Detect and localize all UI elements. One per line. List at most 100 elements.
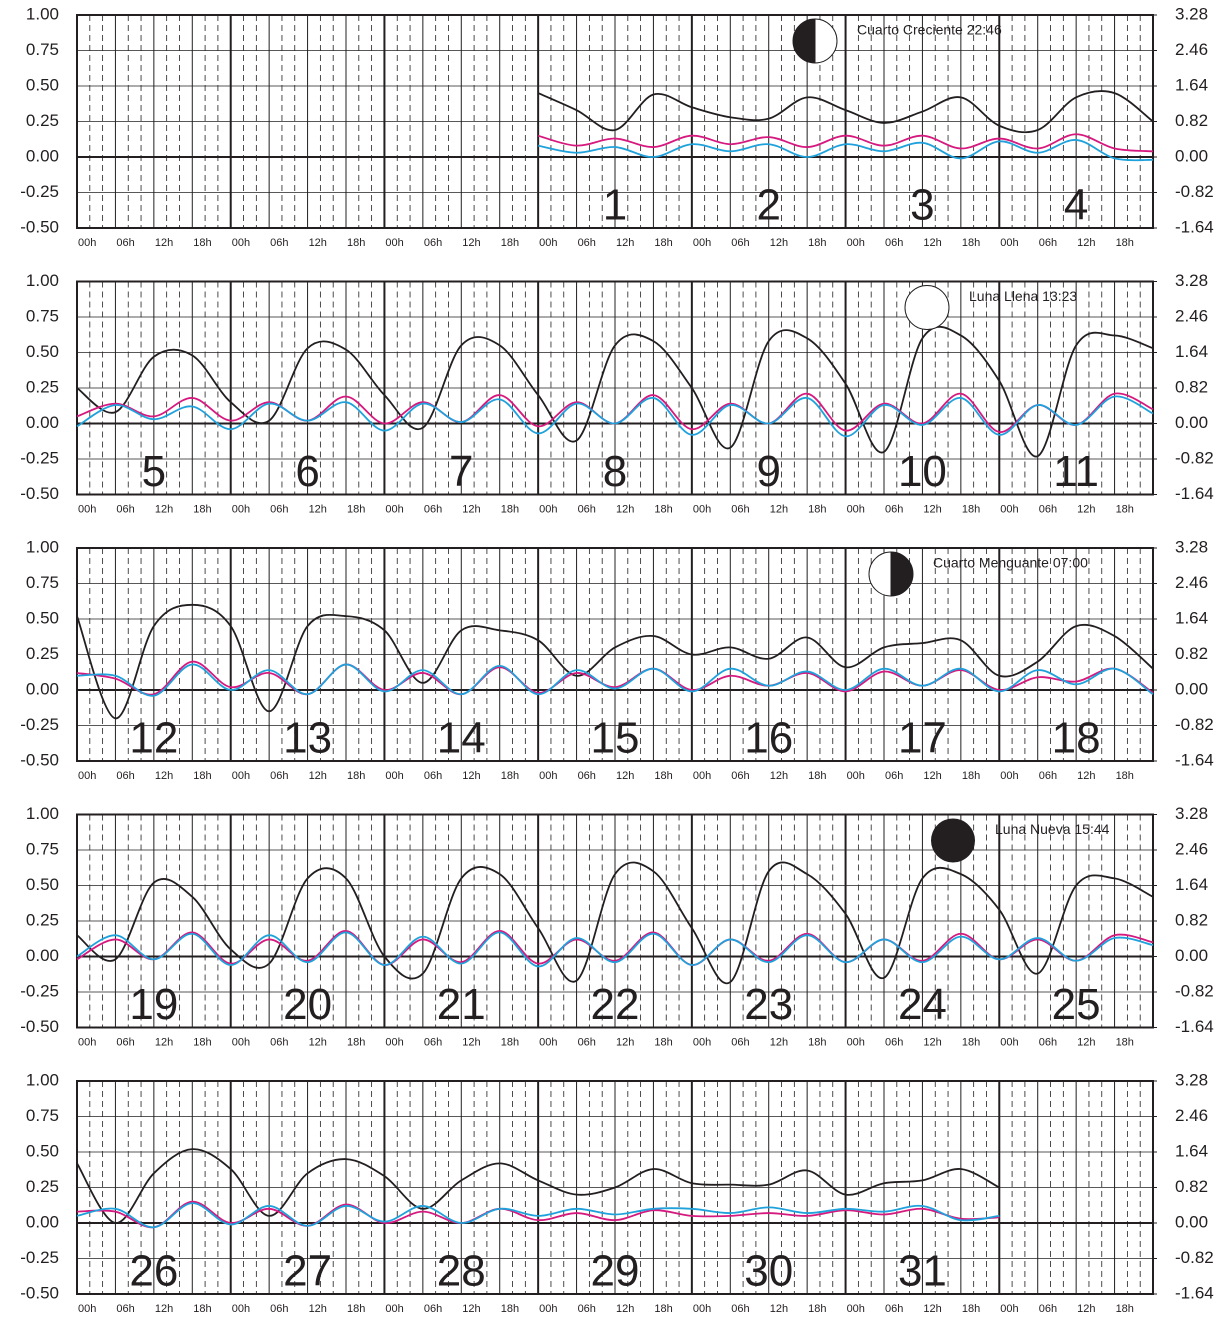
x-tick-label: 06h [424,770,442,782]
y2-tick-label: 1.64 [1175,875,1208,894]
x-tick-label: 00h [78,1036,96,1048]
y2-tick-label: 0.82 [1175,1177,1208,1196]
x-tick-label: 00h [693,770,711,782]
y-tick-label: 0.50 [26,1141,59,1160]
day-label: 8 [603,447,627,496]
y-tick-label: -0.50 [20,484,59,503]
y-tick-label: 0.00 [26,146,59,165]
x-tick-label: 18h [808,237,826,249]
x-tick-label: 18h [654,237,672,249]
day-label: 11 [1053,447,1099,496]
y2-tick-label: 2.46 [1175,306,1208,325]
x-tick-label: 18h [808,1303,826,1315]
day-label: 24 [898,980,947,1029]
x-tick-label: 06h [1039,770,1057,782]
x-tick-label: 00h [693,1036,711,1048]
moon-annotation: Luna Llena 13:23 [969,288,1077,304]
x-tick-label: 18h [962,770,980,782]
x-tick-label: 18h [347,503,365,515]
x-tick-label: 18h [193,1036,211,1048]
x-tick-label: 18h [1116,1036,1134,1048]
x-tick-label: 18h [962,1303,980,1315]
moon-annotation: Cuarto Menguante 07:00 [933,555,1088,571]
x-tick-label: 00h [78,503,96,515]
x-tick-label: 12h [155,237,173,249]
x-tick-label: 00h [232,237,250,249]
x-tick-label: 12h [770,1303,788,1315]
x-tick-label: 18h [1116,237,1134,249]
plot-frame [76,547,1154,762]
x-tick-label: 12h [155,770,173,782]
y2-tick-label: -1.64 [1175,750,1214,769]
y2-tick-label: -0.82 [1175,182,1214,201]
x-tick-label: 12h [1077,237,1095,249]
tide-line [76,1200,1000,1229]
x-tick-label: 06h [731,1303,749,1315]
x-tick-label: 18h [808,503,826,515]
x-tick-label: 18h [501,503,519,515]
x-tick-label: 06h [578,770,596,782]
x-tick-label: 06h [116,1036,134,1048]
x-tick-label: 06h [731,237,749,249]
day-label: 16 [744,714,793,763]
x-tick-label: 18h [193,237,211,249]
y2-tick-label: -0.82 [1175,981,1214,1000]
y2-tick-label: 1.64 [1175,342,1208,361]
y-tick-label: 0.25 [26,377,59,396]
y-tick-label: 0.50 [26,608,59,627]
y-tick-label: 0.75 [26,306,59,325]
x-tick-label: 12h [1077,1303,1095,1315]
x-tick-label: 06h [424,1303,442,1315]
day-label: 6 [295,447,319,496]
x-tick-label: 06h [270,237,288,249]
x-tick-label: 06h [578,1036,596,1048]
tide-line [76,1202,1000,1229]
x-tick-label: 06h [270,1303,288,1315]
x-tick-label: 00h [539,237,557,249]
x-tick-label: 00h [847,770,865,782]
x-tick-label: 18h [654,770,672,782]
x-tick-label: 18h [193,770,211,782]
y-tick-label: 0.50 [26,875,59,894]
x-tick-label: 12h [923,1036,941,1048]
x-tick-label: 00h [232,503,250,515]
x-tick-label: 12h [155,503,173,515]
x-tick-label: 00h [385,1036,403,1048]
y2-tick-label: 0.00 [1175,1212,1208,1231]
y-tick-label: -0.25 [20,182,59,201]
y2-tick-label: 2.46 [1175,40,1208,59]
y-tick-label: 0.25 [26,910,59,929]
x-tick-label: 00h [539,1303,557,1315]
x-tick-label: 12h [616,1303,634,1315]
x-tick-label: 18h [808,1036,826,1048]
x-tick-label: 00h [847,1036,865,1048]
x-tick-label: 06h [424,237,442,249]
y-tick-label: -0.25 [20,1248,59,1267]
y-tick-label: -0.50 [20,1283,59,1302]
x-tick-label: 06h [578,503,596,515]
x-tick-label: 06h [116,770,134,782]
day-label: 13 [283,714,332,763]
x-tick-label: 00h [847,237,865,249]
x-tick-label: 18h [347,237,365,249]
x-tick-label: 06h [116,503,134,515]
day-label: 9 [756,447,780,496]
x-tick-label: 12h [462,1303,480,1315]
x-tick-label: 12h [616,237,634,249]
x-tick-label: 12h [616,770,634,782]
x-tick-label: 00h [847,503,865,515]
y-tick-label: 0.75 [26,839,59,858]
x-tick-label: 12h [616,1036,634,1048]
x-tick-label: 06h [885,770,903,782]
x-tick-label: 12h [309,1036,327,1048]
x-tick-label: 12h [1077,770,1095,782]
y2-tick-label: 2.46 [1175,1106,1208,1125]
x-tick-label: 06h [424,1036,442,1048]
x-tick-label: 18h [501,1303,519,1315]
y-tick-label: 0.00 [26,1212,59,1231]
x-tick-label: 12h [1077,1036,1095,1048]
moon-shade [793,19,815,63]
day-label: 29 [591,1247,640,1296]
panel: 00h 06h 12h 18h 00h 06h 12h 18h 00h 06h 12h 18h 00h 0… [20,804,1214,1048]
